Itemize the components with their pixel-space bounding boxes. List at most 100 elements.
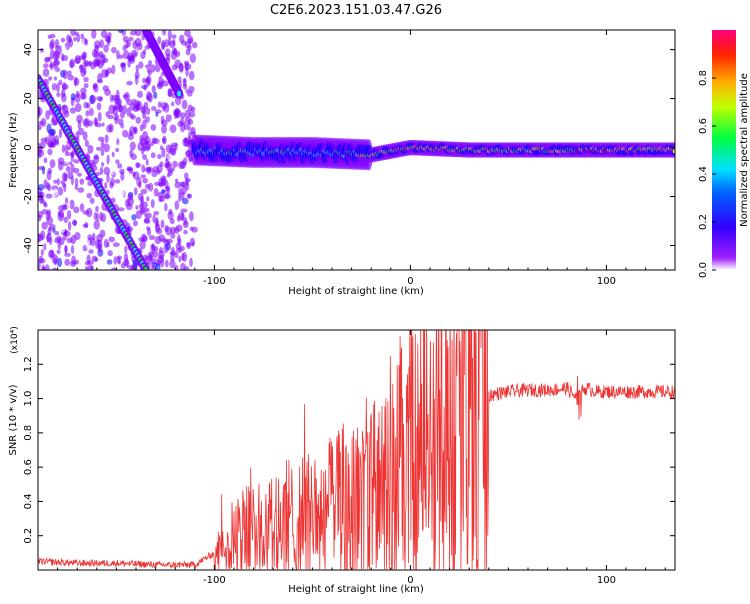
- heatmap-speckle: [106, 124, 113, 133]
- spectrogram-y-label: Frequency (Hz): [8, 112, 19, 188]
- heatmap-speckle: [106, 154, 110, 165]
- heatmap-speckle: [66, 202, 71, 210]
- heatmap-speckle: [52, 267, 58, 270]
- heatmap-speckle: [47, 209, 52, 217]
- heatmap-speckle: [77, 187, 85, 193]
- heatmap-speckle: [138, 237, 145, 242]
- heatmap-speckle: [153, 91, 158, 99]
- heatmap-speckle: [82, 131, 88, 141]
- heatmap-speckle: [82, 59, 87, 70]
- heatmap-speckle: [56, 235, 62, 243]
- heatmap-speckle: [45, 193, 53, 199]
- heatmap-speckle: [79, 64, 84, 73]
- heatmap-speckle: [184, 136, 188, 147]
- heatmap-speckle: [40, 249, 44, 256]
- heatmap-speckle: [91, 30, 97, 39]
- heatmap-speckle: [151, 137, 157, 144]
- y-tick-label: 0: [23, 144, 34, 150]
- heatmap-speckle: [129, 141, 136, 151]
- heatmap-speckle: [82, 223, 88, 228]
- heatmap-speckle: [101, 122, 105, 127]
- heatmap-speckle: [178, 192, 182, 203]
- heatmap-speckle: [46, 181, 50, 190]
- heatmap-speckle: [91, 232, 96, 241]
- heatmap-speckle: [49, 142, 55, 148]
- heatmap-speckle: [150, 265, 156, 270]
- heatmap-speckle: [68, 161, 73, 166]
- heatmap-speckle: [166, 173, 171, 178]
- colorbar-label: Normalized spectral amplitude: [739, 73, 750, 227]
- heatmap-speckle: [144, 217, 150, 224]
- heatmap-speckle: [174, 181, 182, 189]
- heatmap-speckle: [150, 124, 157, 131]
- heatmap-speckle: [41, 165, 46, 175]
- heatmap-speckle: [84, 261, 90, 266]
- heatmap-speckle: [95, 146, 102, 151]
- heatmap-speckle: [154, 63, 161, 73]
- colorbar: 0.0 0.2 0.4 0.6 0.8 Normalized spectral ampl…: [698, 30, 750, 278]
- y-tick-label: 0.4: [23, 493, 34, 509]
- heatmap-speckle: [99, 229, 106, 238]
- heatmap-speckle: [99, 211, 104, 222]
- heatmap-speckle: [167, 88, 173, 93]
- heatmap-speckle: [65, 165, 71, 173]
- heatmap-speckle: [97, 244, 103, 253]
- x-tick-label: 100: [597, 575, 616, 586]
- heatmap-speckle: [63, 172, 68, 183]
- heatmap-speckle: [150, 64, 156, 73]
- heatmap-speckle: [38, 261, 41, 270]
- heatmap-speckle: [51, 83, 57, 91]
- heatmap-speckle: [140, 174, 147, 179]
- heatmap-speckle: [62, 69, 68, 80]
- heatmap-speckle: [171, 101, 175, 107]
- heatmap-speckle: [60, 37, 66, 43]
- heatmap-speckle: [127, 133, 135, 141]
- heatmap-speckle: [145, 158, 149, 166]
- snr-y-multiplier: (x10⁴): [10, 326, 20, 353]
- heatmap-speckle: [63, 216, 69, 224]
- heatmap-speckle: [47, 34, 52, 39]
- heatmap-speckle: [103, 166, 111, 176]
- heatmap-speckle: [170, 226, 176, 235]
- heatmap-speckle: [60, 53, 65, 62]
- heatmap-speckle: [172, 160, 178, 168]
- heatmap-speckle: [48, 226, 52, 231]
- heatmap-speckle: [137, 142, 144, 152]
- heatmap-speckle: [131, 214, 137, 221]
- heatmap-speckle: [70, 93, 76, 101]
- heatmap-speckle: [54, 45, 60, 51]
- heatmap-speckle: [38, 210, 44, 219]
- heatmap-speckle: [120, 171, 125, 181]
- heatmap-speckle: [56, 82, 60, 93]
- heatmap-speckle: [114, 116, 118, 125]
- heatmap-speckle: [174, 59, 182, 69]
- heatmap-speckle: [104, 69, 109, 77]
- heatmap-speckle: [44, 264, 50, 270]
- heatmap-speckle: [145, 207, 150, 213]
- heatmap-speckle: [160, 189, 166, 194]
- heatmap-speckle: [188, 211, 194, 222]
- heatmap-speckle: [161, 124, 167, 134]
- heatmap-speckle: [126, 80, 133, 86]
- heatmap-speckle: [83, 77, 89, 83]
- heatmap-speckle: [154, 217, 159, 227]
- heatmap-speckle: [67, 221, 72, 231]
- heatmap-speckle: [76, 114, 83, 124]
- heatmap-speckle: [51, 254, 59, 265]
- heatmap-speckle: [183, 120, 188, 131]
- heatmap-speckle: [165, 185, 171, 195]
- x-tick-label: 0: [407, 276, 413, 287]
- heatmap-speckle: [57, 157, 65, 165]
- heatmap-speckle: [150, 106, 157, 111]
- heatmap-speckle: [155, 262, 161, 270]
- heatmap-speckle: [76, 172, 83, 177]
- heatmap-speckle: [184, 109, 191, 119]
- heatmap-speckle: [81, 52, 86, 61]
- heatmap-speckle: [49, 249, 54, 258]
- heatmap-speckle: [133, 187, 138, 196]
- heatmap-layer: [38, 30, 675, 270]
- heatmap-speckle: [87, 234, 93, 240]
- heatmap-speckle: [159, 161, 164, 167]
- heatmap-speckle: [180, 208, 188, 213]
- heatmap-speckle: [174, 142, 178, 151]
